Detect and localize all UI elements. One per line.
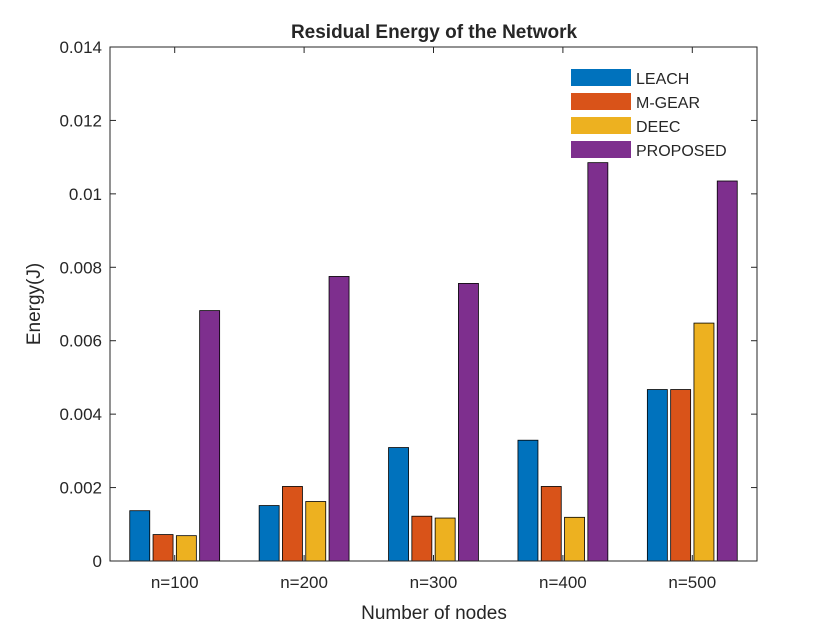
legend-label: LEACH	[636, 71, 689, 88]
bar-m-gear-n400	[540, 486, 562, 562]
legend-swatch	[571, 93, 631, 110]
bar-proposed-n300	[458, 283, 479, 562]
legend-swatch	[571, 141, 631, 158]
bar-proposed-n100	[199, 310, 221, 562]
bar-m-gear-n100	[152, 534, 174, 562]
legend: LEACH M-GEAR DEEC PROPOSED	[571, 69, 727, 160]
y-tick-label: 0.002	[59, 479, 102, 498]
bar-deec-n300	[434, 517, 456, 562]
bars-group	[129, 162, 738, 562]
y-tick-label: 0.01	[69, 185, 102, 204]
x-tick-label: n=500	[668, 573, 716, 592]
bar-leach-n200	[258, 505, 280, 562]
bar-proposed-n500	[716, 180, 738, 562]
x-tick-label: n=200	[280, 573, 328, 592]
y-tick-label: 0	[93, 552, 102, 571]
bar-deec-n400	[564, 516, 585, 562]
bar-m-gear-n500	[670, 389, 692, 562]
bar-leach-n100	[129, 510, 151, 562]
bar-proposed-n200	[328, 276, 350, 562]
y-tick-label: 0.008	[59, 258, 102, 277]
bar-leach-n400	[517, 439, 539, 562]
y-axis-label: Energy(J)	[24, 263, 45, 345]
legend-label: PROPOSED	[636, 143, 727, 160]
y-tick-label: 0.012	[59, 111, 102, 130]
bar-deec-n500	[693, 322, 715, 562]
legend-swatch	[571, 117, 631, 134]
bar-deec-n100	[175, 535, 197, 562]
bar-proposed-n400	[587, 162, 609, 562]
bar-m-gear-n300	[411, 515, 433, 562]
y-tick-label: 0.006	[59, 332, 102, 351]
bar-m-gear-n200	[282, 486, 303, 562]
legend-label: DEEC	[636, 119, 680, 136]
x-axis: n=100 n=200 n=300 n=400 n=500	[151, 47, 716, 592]
x-tick-label: n=100	[151, 573, 199, 592]
bar-leach-n300	[388, 447, 409, 562]
y-tick-label: 0.004	[59, 405, 102, 424]
bar-leach-n500	[646, 389, 668, 562]
x-axis-label: Number of nodes	[361, 603, 507, 624]
y-axis: 0 0.002 0.004 0.006 0.008 0.01 0.012 0.014	[59, 38, 757, 571]
y-tick-label: 0.014	[59, 38, 102, 57]
x-tick-label: n=400	[539, 573, 587, 592]
chart-title: Residual Energy of the Network	[291, 22, 578, 43]
bar-deec-n200	[305, 501, 327, 562]
legend-swatch	[571, 69, 631, 86]
legend-label: M-GEAR	[636, 95, 700, 112]
x-tick-label: n=300	[410, 573, 458, 592]
